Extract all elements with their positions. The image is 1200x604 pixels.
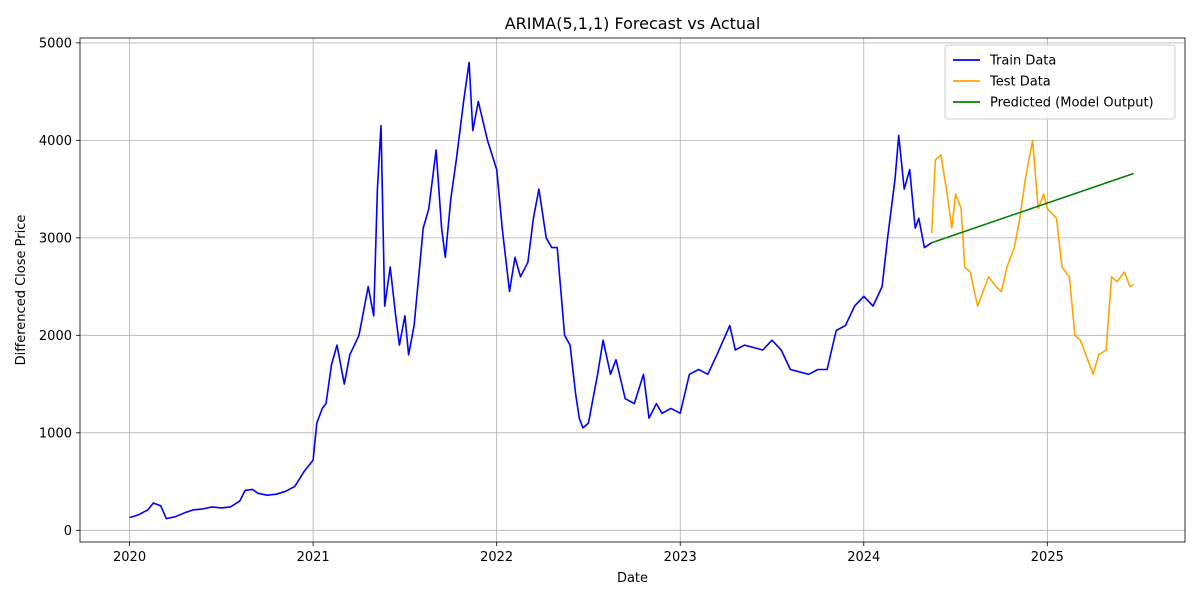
ticks: 2020 2021 2022 2023 2024 2025 0 1000 2000 3000 400… xyxy=(39,36,1064,565)
x-tick-label: 2020 xyxy=(113,550,146,565)
y-tick-label: 3000 xyxy=(39,231,72,246)
legend: Train Data Test Data Predicted (Model Outp… xyxy=(944,44,1176,120)
x-axis-label: Date xyxy=(617,571,648,586)
x-tick-label: 2024 xyxy=(847,550,880,565)
y-axis-label: Differenced Close Price xyxy=(14,215,29,366)
y-tick-label: 2000 xyxy=(39,329,72,344)
legend-entry: Predicted (Model Output) xyxy=(990,96,1154,111)
chart-title: ARIMA(5,1,1) Forecast vs Actual xyxy=(505,14,761,33)
y-tick-label: 4000 xyxy=(39,134,72,149)
legend-entry: Test Data xyxy=(989,75,1051,90)
x-tick-label: 2021 xyxy=(297,550,330,565)
x-tick-label: 2022 xyxy=(480,550,513,565)
y-tick-label: 5000 xyxy=(39,36,72,51)
series-line-test-data xyxy=(930,139,1134,376)
legend-box xyxy=(944,44,1176,120)
y-tick-label: 1000 xyxy=(39,426,72,441)
x-tick-label: 2023 xyxy=(664,550,697,565)
grid xyxy=(80,38,1185,542)
y-tick-label: 0 xyxy=(64,524,72,539)
x-tick-label: 2025 xyxy=(1031,550,1064,565)
plot-frame xyxy=(79,37,1186,543)
series-line-train-data xyxy=(129,61,933,520)
series-line-predicted-model-output xyxy=(931,172,1134,244)
series-layer xyxy=(129,61,1134,520)
legend-entry: Train Data xyxy=(989,54,1056,69)
